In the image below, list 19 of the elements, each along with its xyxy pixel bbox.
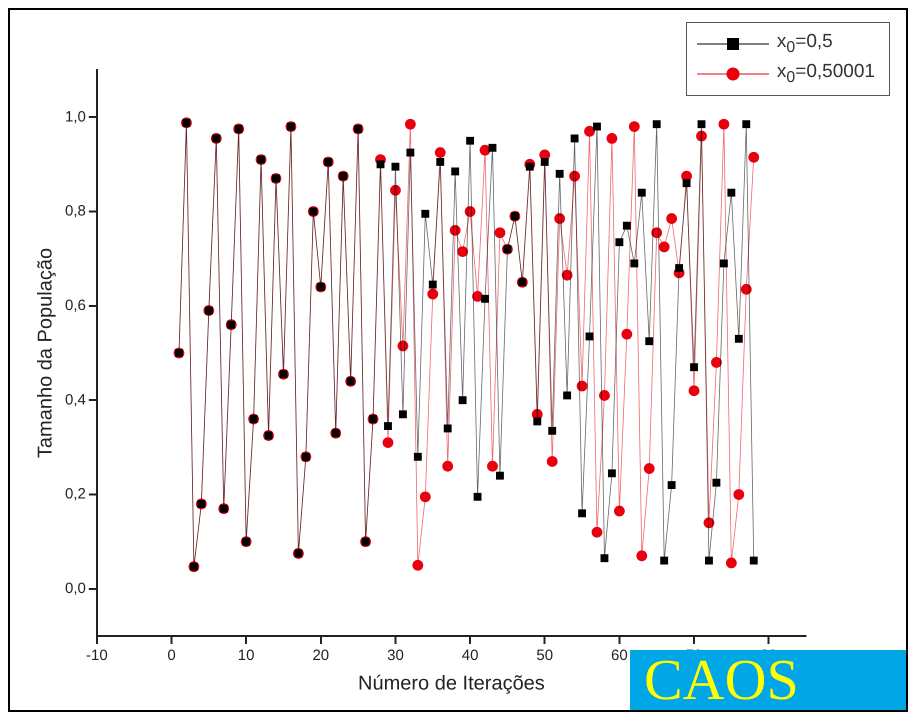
text: CAOS bbox=[630, 647, 906, 712]
x-axis-title: Número de Iterações bbox=[358, 672, 545, 695]
x-tick-label: 0 bbox=[167, 647, 176, 664]
y-tick-label: 0,2 bbox=[64, 486, 86, 503]
x-tick-label: 50 bbox=[536, 647, 554, 664]
x-tick-label: -10 bbox=[86, 647, 108, 664]
y-tick-label: 0,4 bbox=[64, 391, 86, 408]
y-tick-label: 0,6 bbox=[64, 296, 86, 314]
y-tick-label: 0,0 bbox=[64, 580, 86, 597]
x-tick-label: 20 bbox=[312, 647, 330, 664]
x-tick-label: 30 bbox=[387, 647, 404, 664]
y-tick-label: 1,0 bbox=[64, 108, 86, 126]
x-tick-label: 40 bbox=[462, 647, 478, 664]
y-tick-label: 0,8 bbox=[64, 202, 86, 220]
legend-label: x$_{0}$=0,5 bbox=[776, 31, 833, 57]
y-axis-title: Tamanho da População bbox=[34, 248, 57, 458]
x-tick-label: 10 bbox=[238, 647, 254, 664]
x-tick-label: 60 bbox=[611, 647, 628, 664]
legend-label: x$_{0}$=0,50001 bbox=[776, 61, 875, 87]
